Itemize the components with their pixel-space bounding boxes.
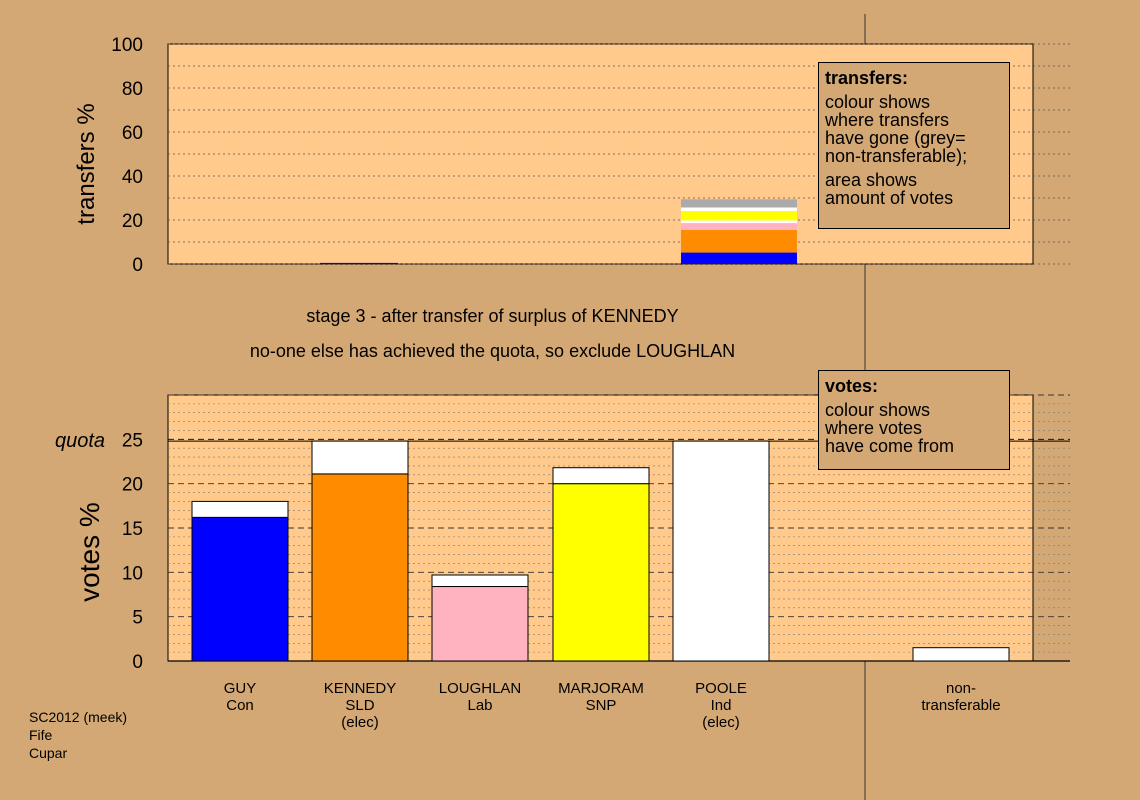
transfers-bar-segment — [681, 210, 797, 221]
transfers-tick-label: 0 — [132, 255, 143, 276]
candidate-label-line: Ind — [710, 697, 732, 714]
transfers-legend-line: where transfers — [825, 110, 950, 130]
footer-council: Fife — [29, 727, 53, 743]
transfers-tick-label: 40 — [122, 167, 143, 188]
candidate-label-line: non- — [945, 680, 977, 697]
candidate-label: KENNEDY SLD (elec) — [305, 680, 415, 731]
candidate-label-line: (elec) — [702, 714, 740, 731]
votes-legend-line: colour shows — [825, 400, 931, 420]
votes-bar-segment — [552, 467, 650, 485]
votes-bar-segment — [552, 483, 650, 662]
votes-legend-title: votes: — [825, 376, 879, 396]
candidate-label: POOLE Ind (elec) — [666, 680, 776, 731]
candidate-label: GUY Con — [185, 680, 295, 714]
footer-method: SC2012 (meek) — [29, 709, 128, 725]
candidate-label-line: SLD — [345, 697, 375, 714]
votes-tick-label: 20 — [122, 475, 143, 496]
transfers-tick-label: 80 — [122, 79, 143, 100]
votes-legend-line: where votes — [825, 418, 923, 438]
transfers-bar-segment — [681, 229, 797, 253]
candidate-label-line: LOUGHLAN — [438, 680, 522, 697]
votes-bar-segment — [672, 440, 770, 662]
transfers-legend-line: have gone (grey= — [825, 128, 966, 148]
footer-ward: Cupar — [29, 745, 68, 761]
transfers-axis-label: transfers % — [73, 103, 100, 225]
votes-bar-segment — [191, 500, 289, 518]
candidate-label-line: transferable — [921, 697, 1001, 714]
transfers-tick-label: 60 — [122, 123, 143, 144]
transfers-bar-segment — [681, 207, 797, 211]
transfers-legend-line: area shows — [825, 170, 918, 190]
candidate-label-line: SNP — [585, 697, 617, 714]
transfers-legend-line: non-transferable); — [825, 146, 968, 166]
candidate-label-line: (elec) — [341, 714, 379, 731]
votes-legend-line: have come from — [825, 436, 955, 456]
votes-bar-segment — [191, 516, 289, 662]
stage-title: stage 3 - after transfer of surplus of K… — [306, 306, 679, 326]
votes-bar-segment — [431, 586, 529, 662]
quota-label: quota — [55, 430, 106, 452]
votes-bar-segment — [431, 574, 529, 588]
transfers-tick-label: 20 — [122, 211, 143, 232]
votes-tick-label: 15 — [122, 519, 143, 540]
votes-bar-segment — [311, 440, 409, 475]
votes-tick-label: 5 — [132, 608, 143, 629]
votes-legend: votes: colour shows where votes have com… — [818, 370, 1010, 470]
votes-bar-segment — [912, 647, 1010, 662]
votes-tick-label: 10 — [122, 563, 143, 584]
votes-axis-label: votes % — [74, 502, 105, 602]
stage-subtitle: no-one else has achieved the quota, so e… — [249, 341, 736, 361]
transfers-legend-line: amount of votes — [825, 188, 954, 208]
candidate-label: LOUGHLAN Lab — [425, 680, 535, 714]
candidate-label-line: Lab — [467, 697, 493, 714]
votes-bar-segment — [311, 473, 409, 662]
candidate-label: non-transferable — [906, 680, 1016, 714]
candidate-label-line: KENNEDY — [323, 680, 397, 697]
candidate-label-line: POOLE — [695, 680, 747, 697]
transfers-legend-line: colour shows — [825, 92, 931, 112]
transfers-legend: transfers: colour shows where transfers … — [818, 62, 1010, 229]
candidate-label-line: GUY — [223, 680, 257, 697]
transfers-bar-segment — [681, 199, 797, 208]
transfers-tick-label: 100 — [111, 35, 143, 56]
candidate-label-line: MARJORAM — [558, 680, 644, 697]
votes-tick-label: 0 — [132, 652, 143, 673]
votes-tick-label: 25 — [122, 430, 143, 451]
candidate-label-line: Con — [226, 697, 254, 714]
footer: SC2012 (meek) Fife Cupar — [29, 708, 127, 762]
transfers-legend-title: transfers: — [825, 68, 909, 88]
transfers-bar-segment — [320, 262, 398, 264]
candidate-label: MARJORAM SNP — [546, 680, 656, 714]
transfers-bar-segment — [681, 220, 797, 224]
transfers-bar-segment — [681, 223, 797, 230]
transfers-bar-segment — [681, 252, 797, 264]
